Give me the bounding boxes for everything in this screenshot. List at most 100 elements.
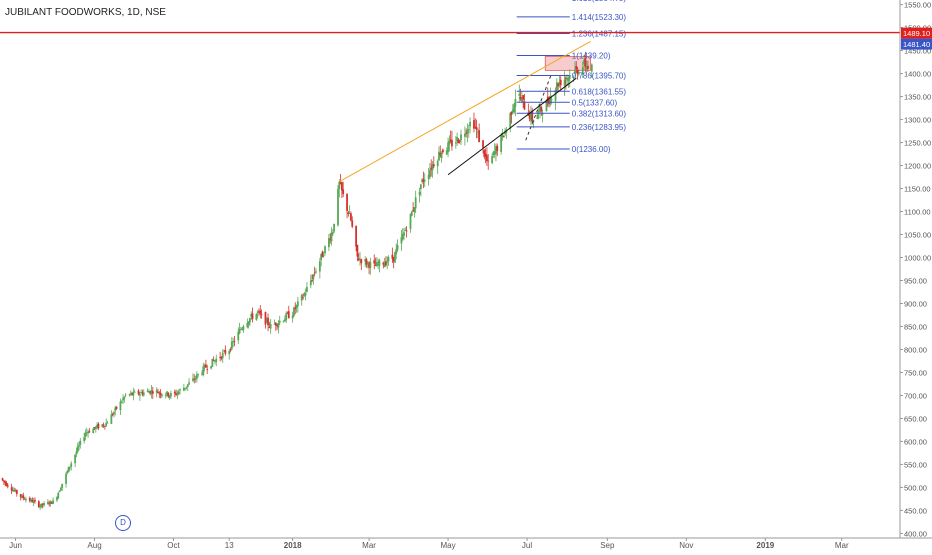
candle-body bbox=[206, 368, 209, 370]
candle-body bbox=[400, 237, 403, 244]
candle-body bbox=[572, 76, 575, 78]
dividend-event-marker[interactable]: D bbox=[115, 515, 131, 531]
candle-body bbox=[246, 322, 249, 328]
candle-body bbox=[23, 498, 26, 500]
price-tick-label: 1350.00 bbox=[904, 93, 931, 102]
candle-body bbox=[422, 179, 425, 182]
price-tick-label: 1000.00 bbox=[904, 254, 931, 263]
candle-body bbox=[28, 497, 31, 501]
candle-body bbox=[1, 478, 4, 481]
candle-body bbox=[70, 463, 73, 467]
candle-body bbox=[146, 390, 149, 392]
price-tick-label: 450.00 bbox=[904, 506, 927, 515]
candle-body bbox=[445, 150, 448, 155]
candle-body bbox=[373, 260, 376, 264]
candle-body bbox=[369, 261, 372, 268]
candle-body bbox=[478, 130, 481, 143]
time-tick-label: 2018 bbox=[284, 541, 302, 550]
candle-body bbox=[49, 501, 52, 504]
price-tick-label: 1250.00 bbox=[904, 139, 931, 148]
candle-body bbox=[74, 454, 77, 464]
candle-body bbox=[441, 149, 444, 153]
price-tick-label: 850.00 bbox=[904, 322, 927, 331]
candle-body bbox=[296, 301, 299, 307]
price-label-cursor-bg bbox=[901, 38, 932, 50]
candle-body bbox=[451, 140, 453, 147]
fib-level-label: 1(1439.20) bbox=[572, 52, 611, 61]
candle-body bbox=[201, 373, 203, 375]
candle-body bbox=[410, 211, 413, 216]
candle-body bbox=[286, 312, 289, 314]
candle-body bbox=[59, 488, 62, 491]
candle-body bbox=[495, 146, 497, 155]
candle-body bbox=[537, 110, 540, 113]
candle-body bbox=[220, 356, 223, 359]
candle-body bbox=[330, 232, 333, 242]
candle-body bbox=[110, 414, 113, 424]
fib-level-label: 0.618(1361.55) bbox=[572, 87, 627, 96]
candle-body bbox=[31, 499, 34, 503]
time-tick-label: Jun bbox=[9, 541, 22, 550]
candle-body bbox=[2, 480, 5, 482]
candle-body bbox=[523, 101, 526, 110]
time-tick-label: Jul bbox=[522, 541, 532, 550]
candle-body bbox=[409, 213, 412, 229]
price-tick-label: 1450.00 bbox=[904, 47, 931, 56]
price-tick-label: 900.00 bbox=[904, 299, 927, 308]
candle-body bbox=[57, 492, 60, 499]
candle-body bbox=[79, 440, 82, 445]
candle-body bbox=[58, 490, 61, 493]
candle-body bbox=[374, 264, 377, 267]
candle-body bbox=[251, 313, 254, 319]
candle-body bbox=[233, 340, 236, 342]
candle-body bbox=[447, 142, 449, 153]
price-tick-label: 950.00 bbox=[904, 276, 927, 285]
candle-body bbox=[166, 391, 168, 396]
candle-body bbox=[230, 341, 233, 350]
price-axis-panel bbox=[900, 0, 932, 550]
candle-body bbox=[585, 65, 588, 70]
candle-body bbox=[241, 328, 244, 330]
candle-body bbox=[115, 406, 118, 409]
candle-body bbox=[458, 140, 461, 142]
candle-body bbox=[21, 495, 23, 498]
candle-body bbox=[219, 356, 222, 358]
candle-body bbox=[228, 351, 231, 355]
candle-body bbox=[483, 150, 486, 157]
candle-body bbox=[555, 82, 558, 91]
candle-body bbox=[185, 386, 188, 388]
candle-body bbox=[566, 78, 569, 80]
candle-body bbox=[40, 503, 43, 507]
time-tick-label: Sep bbox=[600, 541, 615, 550]
candle-body bbox=[277, 322, 280, 328]
candle-body bbox=[501, 132, 504, 138]
candle-body bbox=[242, 326, 245, 330]
candle-body bbox=[473, 120, 475, 129]
candle-body bbox=[392, 256, 395, 262]
candle-body bbox=[285, 313, 288, 321]
candle-body bbox=[476, 131, 479, 133]
candle-body bbox=[78, 445, 80, 447]
price-tick-label: 600.00 bbox=[904, 437, 927, 446]
candle-body bbox=[188, 382, 190, 385]
candle-body bbox=[514, 99, 517, 107]
candle-body bbox=[184, 387, 187, 389]
candle-body bbox=[13, 490, 16, 491]
candle-body bbox=[133, 391, 136, 393]
candle-body bbox=[309, 280, 312, 286]
candle-body bbox=[6, 485, 9, 487]
candle-body bbox=[338, 181, 341, 189]
candle-body bbox=[513, 104, 516, 113]
candle-body bbox=[302, 297, 304, 299]
candle-body bbox=[237, 331, 240, 341]
candle-body bbox=[321, 251, 324, 258]
candle-body bbox=[311, 280, 313, 281]
candle-body bbox=[265, 318, 268, 323]
candle-body bbox=[313, 272, 316, 274]
candle-body bbox=[247, 321, 250, 325]
time-tick-label: May bbox=[440, 541, 455, 550]
candle-body bbox=[195, 374, 198, 380]
candle-body bbox=[194, 378, 197, 379]
